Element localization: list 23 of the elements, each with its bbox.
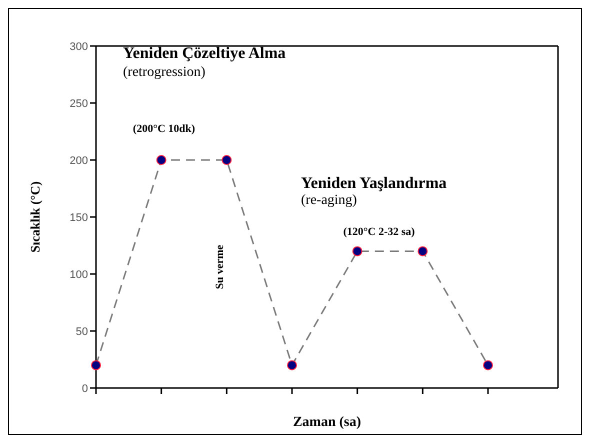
- annotation: (200°C 10dk): [132, 123, 196, 135]
- point: [91, 360, 101, 370]
- y-tick-label: 200: [70, 154, 88, 167]
- annotation: Yeniden Çözeltiye Alma: [123, 45, 286, 63]
- annotation: (120°C 2-32 sa): [343, 226, 415, 238]
- x-axis-title: Zaman (sa): [292, 415, 362, 430]
- point: [418, 246, 428, 256]
- y-tick-label: 150: [70, 212, 88, 224]
- point: [483, 360, 493, 370]
- point: [156, 155, 166, 165]
- y-tick-label: 300: [70, 40, 88, 53]
- y-tick-label: 250: [70, 98, 88, 110]
- y-tick-label: 0: [82, 382, 88, 395]
- annotation: (re-aging): [301, 193, 357, 209]
- y-tick-label: 50: [76, 326, 88, 338]
- point: [352, 246, 362, 256]
- point: [222, 155, 232, 165]
- annotation: Su verme: [214, 244, 226, 290]
- annotation: (retrogression): [123, 65, 206, 81]
- point: [287, 360, 297, 370]
- y-axis-title: Sıcaklık (°C): [28, 181, 43, 253]
- annotation: Yeniden Yaşlandırma: [301, 175, 447, 193]
- y-tick-label: 100: [70, 268, 88, 281]
